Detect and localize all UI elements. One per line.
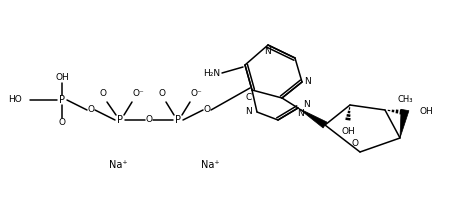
Text: N: N	[302, 101, 309, 110]
Text: P: P	[117, 115, 123, 125]
Text: O: O	[99, 90, 106, 99]
Text: OH: OH	[419, 108, 433, 117]
Text: C: C	[245, 94, 251, 102]
Text: N: N	[297, 110, 304, 118]
Text: OH: OH	[340, 127, 354, 136]
Text: HO: HO	[8, 95, 22, 104]
Text: Na⁺: Na⁺	[200, 160, 219, 170]
Text: N: N	[264, 46, 271, 55]
Text: H₂N: H₂N	[202, 69, 219, 78]
Text: N: N	[304, 78, 311, 87]
Text: Na⁺: Na⁺	[108, 160, 127, 170]
Text: O: O	[145, 115, 152, 124]
Polygon shape	[297, 108, 326, 128]
Text: N: N	[245, 108, 252, 117]
Text: O: O	[158, 90, 165, 99]
Text: O⁻: O⁻	[132, 90, 144, 99]
Text: O⁻: O⁻	[190, 90, 201, 99]
Text: O: O	[88, 106, 94, 115]
Text: O: O	[203, 106, 210, 115]
Text: CH₃: CH₃	[396, 95, 412, 104]
Text: P: P	[59, 95, 65, 105]
Polygon shape	[399, 109, 408, 138]
Text: OH: OH	[55, 72, 69, 81]
Text: O: O	[58, 118, 65, 127]
Text: O: O	[351, 140, 358, 148]
Text: P: P	[175, 115, 181, 125]
